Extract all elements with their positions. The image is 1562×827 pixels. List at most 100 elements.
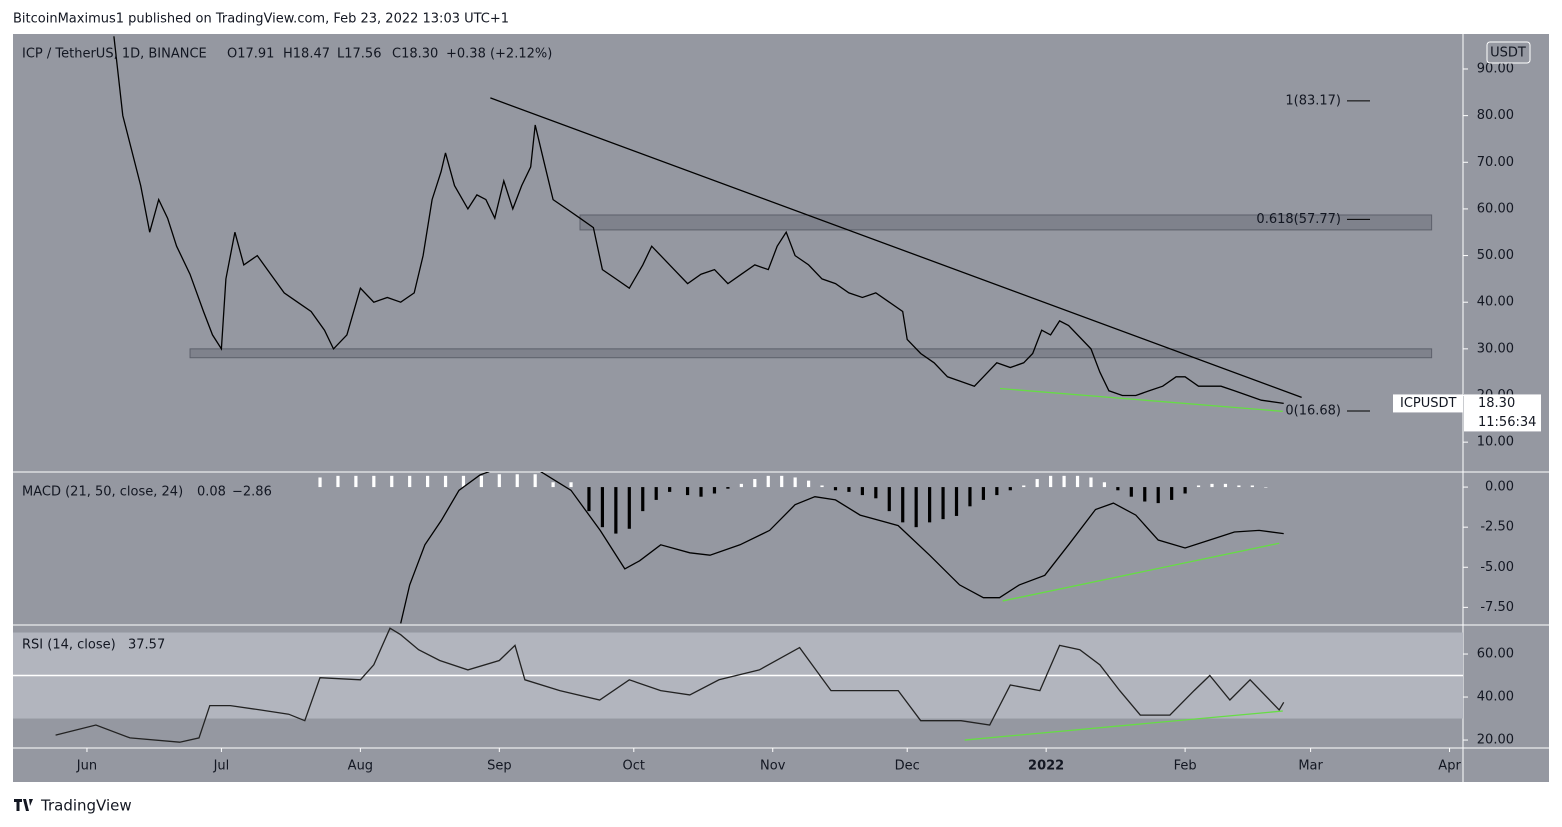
histogram-bar bbox=[1183, 487, 1187, 494]
zone bbox=[189, 348, 1433, 359]
histogram-bar bbox=[847, 487, 851, 492]
histogram-bar bbox=[766, 475, 770, 488]
histogram-bar bbox=[318, 477, 322, 488]
histogram-bar bbox=[1196, 485, 1201, 488]
histogram-bar bbox=[928, 487, 932, 523]
histogram-bar bbox=[1022, 485, 1026, 488]
histogram-bar bbox=[1170, 487, 1174, 500]
zone bbox=[579, 214, 1433, 231]
histogram-bar bbox=[1237, 485, 1241, 488]
histogram-bar bbox=[627, 487, 631, 529]
y-tick-label: 90.00 bbox=[1477, 61, 1514, 76]
histogram-bar bbox=[820, 485, 824, 488]
histogram-bar bbox=[587, 487, 591, 512]
last-price: 18.30 bbox=[1478, 396, 1515, 411]
x-tick-label: Feb bbox=[1174, 759, 1197, 774]
histogram-bar bbox=[408, 475, 412, 488]
histogram-bar bbox=[1008, 487, 1012, 491]
histogram-bar bbox=[569, 482, 573, 488]
x-tick-label: Aug bbox=[348, 759, 373, 774]
pane-title: ICP / TetherUS, 1D, BINANCE bbox=[22, 47, 207, 62]
histogram-bar bbox=[1250, 485, 1254, 488]
fib-label: 0.618(57.77) bbox=[1256, 212, 1341, 227]
histogram-bar bbox=[806, 480, 811, 488]
histogram-bar bbox=[887, 487, 891, 512]
histogram-bar bbox=[1129, 487, 1133, 497]
price-tag-name-bg bbox=[1393, 394, 1463, 413]
histogram-bar bbox=[354, 475, 358, 488]
histogram-bar bbox=[1089, 477, 1093, 488]
histogram-bar bbox=[981, 487, 986, 500]
trend-line bbox=[1002, 542, 1280, 602]
histogram-bar bbox=[726, 487, 730, 489]
histogram-bar bbox=[1116, 487, 1120, 491]
price-tag-bg bbox=[1464, 394, 1541, 432]
series-line bbox=[400, 472, 1284, 624]
histogram-bar bbox=[860, 487, 864, 496]
x-tick-label: Nov bbox=[760, 759, 786, 774]
y-tick-label: 0.00 bbox=[1485, 480, 1514, 495]
series-line bbox=[113, 36, 1284, 405]
x-tick-label: Jul bbox=[213, 759, 230, 774]
pane-title: RSI (14, close) bbox=[22, 638, 116, 653]
y-tick-label: -5.00 bbox=[1480, 560, 1514, 575]
fib-label: 0(16.68) bbox=[1285, 403, 1341, 418]
histogram-bar bbox=[600, 487, 605, 528]
x-tick-label: Oct bbox=[623, 759, 645, 774]
x-tick-label: Sep bbox=[487, 759, 512, 774]
y-tick-label: 60.00 bbox=[1477, 647, 1514, 662]
histogram-bar bbox=[551, 482, 555, 488]
histogram-bar bbox=[874, 487, 878, 499]
histogram-bar bbox=[995, 487, 999, 496]
trend-line bbox=[964, 710, 1283, 741]
histogram-bar bbox=[685, 487, 690, 496]
y-tick-label: 80.00 bbox=[1477, 108, 1514, 123]
logo: TradingView bbox=[14, 797, 132, 815]
x-tick-label: Apr bbox=[1438, 759, 1461, 774]
ohlc-value: +0.38 (+2.12%) bbox=[446, 47, 552, 62]
histogram-bar bbox=[739, 483, 743, 488]
histogram-bar bbox=[793, 477, 797, 488]
price-pane: 1(83.17) 0.618(57.77) 0(16.68) bbox=[113, 36, 1433, 418]
x-tick-label: Mar bbox=[1298, 759, 1323, 774]
price-tag-name: ICPUSDT bbox=[1400, 396, 1457, 411]
histogram-bar bbox=[914, 487, 918, 528]
histogram-bar bbox=[426, 475, 430, 488]
histogram-bar bbox=[641, 487, 645, 512]
histogram-bar bbox=[753, 479, 757, 488]
macd-pane bbox=[318, 472, 1284, 624]
histogram-bar bbox=[954, 487, 959, 516]
histogram-bar bbox=[780, 475, 784, 488]
y-tick-label: 50.00 bbox=[1477, 248, 1514, 263]
x-tick-label: Dec bbox=[895, 759, 920, 774]
histogram-bar bbox=[497, 474, 501, 488]
fib-label: 1(83.17) bbox=[1285, 93, 1341, 108]
pane-title: MACD (21, 50, close, 24) bbox=[22, 485, 183, 500]
histogram-bar bbox=[1156, 487, 1160, 504]
ohlc-value: C18.30 bbox=[392, 47, 438, 62]
histogram-bar bbox=[1210, 483, 1214, 488]
x-tick-label: Jun bbox=[76, 759, 97, 774]
histogram-bar bbox=[712, 487, 717, 494]
histogram-bar bbox=[833, 487, 838, 491]
histogram-bar bbox=[699, 487, 703, 497]
rsi-pane bbox=[13, 627, 1463, 743]
legend-value: −2.86 bbox=[232, 485, 272, 500]
histogram-bar bbox=[1102, 482, 1107, 488]
y-tick-label: 30.00 bbox=[1477, 341, 1514, 356]
histogram-bar bbox=[533, 474, 537, 488]
histogram-bar bbox=[1264, 487, 1268, 488]
overlay: Jun Jul Aug Sep Oct Nov Dec 2022 Feb Mar Apr 10.00 2… bbox=[22, 41, 1541, 774]
histogram-bar bbox=[654, 487, 658, 500]
legend-value: 0.08 bbox=[197, 485, 226, 500]
ohlc-value: L17.56 bbox=[337, 47, 381, 62]
histogram-bar bbox=[1062, 475, 1066, 488]
histogram-bar bbox=[614, 487, 618, 534]
histogram-bar bbox=[1035, 479, 1039, 488]
ohlc-value: H18.47 bbox=[283, 47, 330, 62]
y-tick-label: -7.50 bbox=[1480, 600, 1514, 615]
y-tick-label: 40.00 bbox=[1477, 295, 1514, 310]
y-tick-label: 20.00 bbox=[1477, 733, 1514, 748]
histogram-bar bbox=[1075, 475, 1080, 488]
histogram-bar bbox=[668, 487, 672, 492]
